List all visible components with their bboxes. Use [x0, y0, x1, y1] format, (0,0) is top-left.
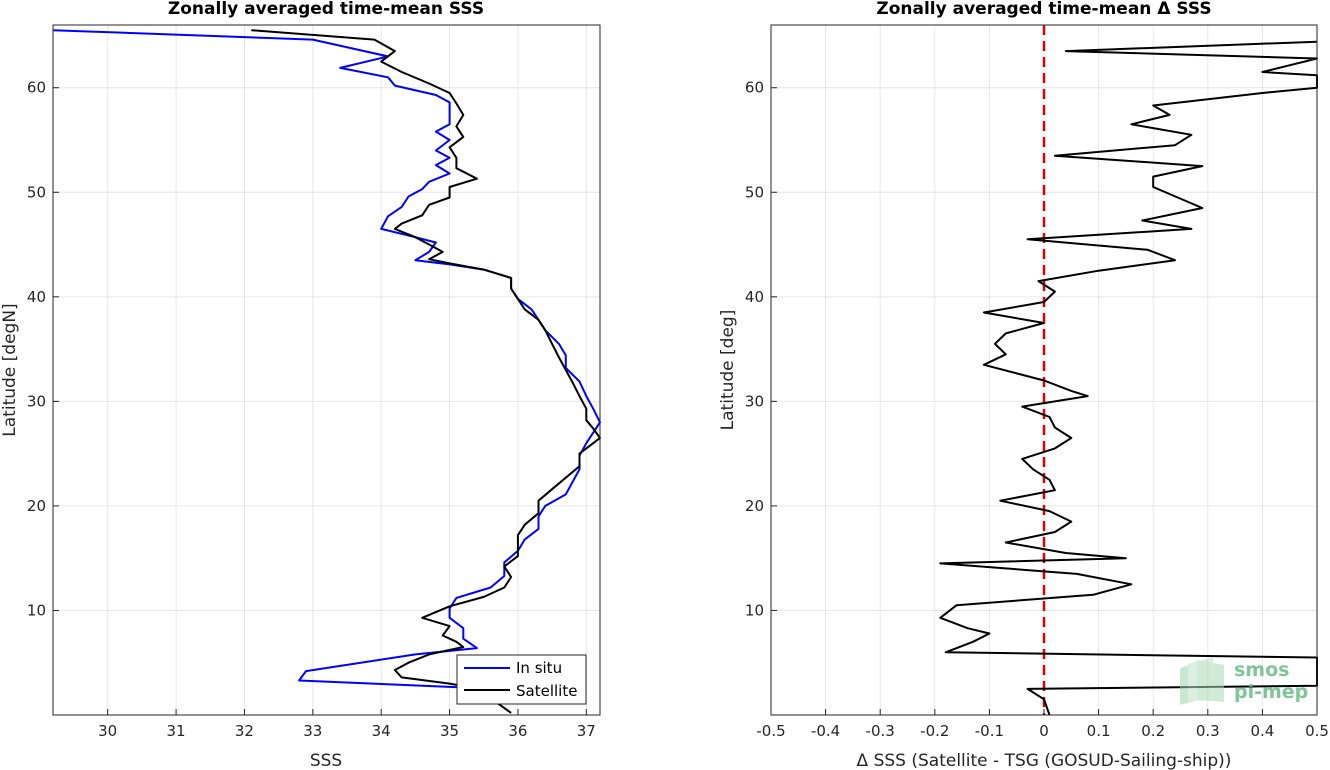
ticks-right: -0.5 -0.4 -0.3 -0.2 -0.1 0 0.1 0.2 0.3 0.4 0.5 10 20…: [745, 79, 1329, 740]
right-y-tick-label: 10: [745, 601, 764, 619]
left-x-tick-label: 32: [235, 722, 254, 740]
panel-right-delta-sss: smos pi-mep -0.5 -0.4 -0.3 -0.2 -0.1 0 0.1 0.2 0…: [718, 0, 1329, 770]
right-y-tick-label: 20: [745, 497, 764, 515]
right-y-tick-label: 60: [745, 79, 764, 97]
legend: In situ Satellite: [456, 654, 587, 705]
left-y-tick-label: 20: [27, 497, 46, 515]
left-y-tick-label: 30: [27, 392, 46, 410]
right-x-tick-label: 0.1: [1087, 722, 1111, 740]
series-group-left: [52, 29, 601, 714]
smos-pi-mep-logo: smos pi-mep: [1180, 657, 1308, 705]
logo-text-line2: pi-mep: [1234, 681, 1308, 703]
left-x-tick-label: 30: [98, 722, 117, 740]
left-chart-title: Zonally averaged time-mean SSS: [168, 0, 484, 19]
right-x-tick-label: 0.5: [1305, 722, 1329, 740]
left-y-tick-label: 10: [27, 601, 46, 619]
right-x-tick-label: 0.4: [1250, 722, 1274, 740]
grid-left: [53, 25, 600, 715]
left-y-tick-label: 50: [27, 183, 46, 201]
legend-box: [456, 654, 587, 705]
logo-glyph-icon: [1180, 657, 1224, 705]
right-x-tick-label: -0.1: [975, 722, 1004, 740]
left-x-tick-label: 33: [303, 722, 322, 740]
left-x-tick-label: 34: [372, 722, 391, 740]
legend-label-satellite: Satellite: [516, 682, 577, 700]
axes-box-left: [52, 24, 601, 716]
left-y-tick-label: 60: [27, 79, 46, 97]
series-group-right: [939, 40, 1318, 716]
right-x-axis-label: Δ SSS (Satellite - TSG (GOSUD-Sailing-sh…: [857, 751, 1232, 770]
plot-area-left: [53, 25, 600, 715]
panel-left-sss: 30 31 32 33 34 35 36 37 10 20 30 40 50 60 Zonally ave…: [0, 0, 601, 770]
series-line-satellite: [251, 29, 601, 714]
ticks-left: 30 31 32 33 34 35 36 37 10 20 30 40 50 60: [27, 79, 596, 740]
right-x-tick-label: 0.3: [1196, 722, 1220, 740]
right-y-axis-label: Latitude [deg]: [718, 310, 738, 431]
right-chart-title: Zonally averaged time-mean Δ SSS: [876, 0, 1211, 19]
left-x-tick-label: 37: [577, 722, 596, 740]
legend-label-in-situ: In situ: [516, 659, 562, 677]
left-y-tick-label: 40: [27, 288, 46, 306]
left-x-tick-label: 36: [508, 722, 527, 740]
left-x-tick-label: 35: [440, 722, 459, 740]
right-x-tick-label: -0.5: [756, 722, 785, 740]
left-x-tick-label: 31: [167, 722, 186, 740]
logo-text-line1: smos: [1234, 659, 1289, 681]
right-x-tick-label: -0.3: [866, 722, 895, 740]
series-line-delta-sss: [939, 40, 1318, 716]
right-x-tick-label: -0.2: [920, 722, 949, 740]
right-y-tick-label: 30: [745, 392, 764, 410]
right-x-tick-label: -0.4: [811, 722, 840, 740]
right-y-tick-label: 50: [745, 183, 764, 201]
right-x-tick-label: 0.2: [1141, 722, 1165, 740]
right-y-tick-label: 40: [745, 288, 764, 306]
right-x-tick-label: 0: [1039, 722, 1049, 740]
left-y-axis-label: Latitude [degN]: [0, 303, 20, 436]
left-x-axis-label: SSS: [310, 751, 342, 770]
